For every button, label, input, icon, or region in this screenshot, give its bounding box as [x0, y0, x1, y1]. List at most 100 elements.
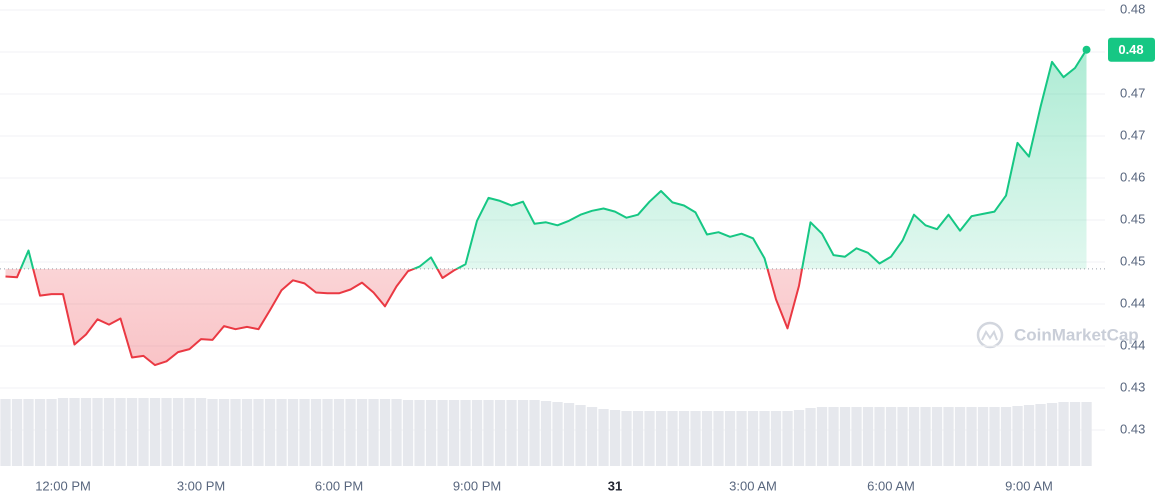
volume-bar — [207, 399, 218, 466]
volume-bar — [828, 407, 839, 466]
volume-bar — [299, 399, 310, 466]
volume-bar — [92, 398, 103, 466]
y-tick-label: 0.43 — [1120, 379, 1145, 394]
volume-bar — [402, 400, 414, 466]
x-tick-label: 9:00 AM — [1005, 478, 1053, 493]
volume-bar — [103, 398, 115, 466]
volume-bar — [322, 399, 333, 466]
volume-bar — [540, 401, 552, 466]
volume-bar — [0, 399, 11, 466]
volume-bar — [943, 407, 954, 466]
y-tick-label: 0.47 — [1120, 85, 1145, 100]
volume-bar — [862, 407, 874, 466]
volume-bar — [575, 405, 586, 466]
watermark-text: CoinMarketCap — [1014, 325, 1139, 344]
volume-bar — [448, 400, 460, 466]
line-up — [19, 49, 1088, 269]
volume-bar — [977, 407, 989, 466]
volume-bar — [11, 399, 23, 466]
volume-bar — [885, 407, 897, 466]
line-down — [5, 268, 804, 367]
volume-bar — [276, 399, 287, 466]
volume-bar — [552, 402, 563, 466]
volume-bar — [172, 398, 184, 466]
volume-bar — [1023, 405, 1035, 466]
volume-bar — [149, 398, 161, 466]
y-tick-label: 0.47 — [1120, 127, 1145, 142]
y-tick-label: 0.43 — [1120, 421, 1145, 436]
volume-bar — [1012, 406, 1023, 466]
volume-bar — [425, 400, 437, 466]
volume-bar — [69, 398, 80, 466]
volume-bar — [667, 411, 678, 466]
volume-bar — [494, 400, 506, 466]
volume-bar — [598, 409, 609, 466]
volume-bar — [1046, 403, 1058, 466]
volume-bar — [287, 399, 299, 466]
volume-bar — [920, 407, 931, 466]
volume-bar — [310, 399, 322, 466]
volume-bar — [851, 407, 862, 466]
volume-bar — [345, 399, 356, 466]
volume-bar — [264, 399, 276, 466]
volume-bar — [57, 398, 69, 466]
y-tick-label: 0.46 — [1120, 169, 1145, 184]
volume-bar — [368, 399, 379, 466]
volume-bar — [1035, 404, 1046, 466]
volume-bar — [218, 399, 230, 466]
volume-bar — [241, 399, 253, 466]
volume-bar — [690, 411, 701, 466]
volume-bar — [460, 400, 471, 466]
x-tick-label: 3:00 AM — [729, 478, 777, 493]
volume-bar — [517, 400, 529, 466]
volume-bar — [816, 407, 828, 466]
volume-bar — [471, 400, 483, 466]
y-tick-label: 0.44 — [1120, 295, 1145, 310]
x-tick-label: 12:00 PM — [35, 478, 91, 493]
volume-bar — [736, 411, 747, 466]
volume-bar — [195, 398, 207, 466]
x-tick-label: 31 — [608, 478, 622, 493]
volume-bar — [391, 399, 402, 466]
y-tick-label: 0.48 — [1120, 1, 1145, 16]
x-tick-label: 6:00 AM — [867, 478, 915, 493]
volume-bar — [115, 398, 126, 466]
last-point — [1082, 45, 1091, 54]
volume-bar — [1000, 407, 1012, 466]
area-down — [5, 268, 1087, 366]
volume-bar — [161, 398, 172, 466]
volume-bar — [529, 400, 540, 466]
volume-bar — [678, 411, 690, 466]
volume-bar — [609, 410, 621, 466]
volume-bar — [724, 411, 736, 466]
volume-bar — [793, 410, 805, 466]
x-tick-label: 6:00 PM — [315, 478, 363, 493]
volume-bar — [563, 403, 575, 466]
volume-bar — [782, 411, 793, 466]
volume-bar — [80, 398, 92, 466]
volume-bar — [621, 411, 632, 466]
volume-bar — [46, 399, 57, 466]
volume-bar — [874, 407, 885, 466]
volume-bar — [1058, 402, 1069, 466]
volume-bar — [989, 407, 1000, 466]
x-tick-label: 9:00 PM — [453, 478, 501, 493]
volume-bar — [333, 399, 345, 466]
volume-bar — [1081, 402, 1092, 466]
volume-bar — [414, 400, 425, 466]
volume-bar — [839, 407, 851, 466]
volume-bar — [379, 399, 391, 466]
volume-bar — [759, 411, 770, 466]
volume-bar — [23, 399, 34, 466]
volume-bar — [184, 398, 195, 466]
volume-bar — [483, 400, 494, 466]
volume-bar — [126, 398, 138, 466]
x-tick-label: 3:00 PM — [177, 478, 225, 493]
y-tick-label: 0.44 — [1120, 337, 1145, 352]
y-tick-label: 0.45 — [1120, 211, 1145, 226]
volume-bar — [931, 407, 943, 466]
volume-bar — [138, 398, 149, 466]
watermark: CoinMarketCap — [976, 321, 1139, 349]
